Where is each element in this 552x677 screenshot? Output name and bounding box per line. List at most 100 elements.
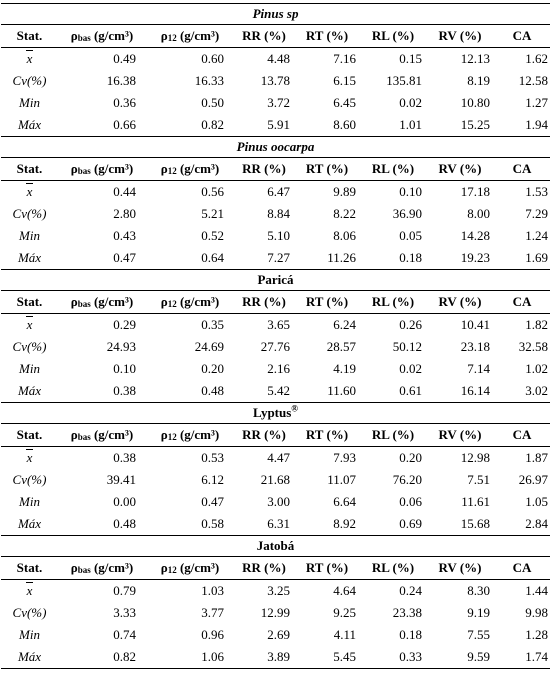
table-cell: 76.20 (392, 472, 422, 487)
section-title-row: Lyptus® (1, 402, 551, 424)
table-cell: 5.42 (267, 383, 290, 398)
table-cell: 9.89 (333, 184, 356, 199)
header-stat: Stat. (1, 24, 58, 48)
table-cell: 0.64 (201, 250, 224, 265)
table-cell: 16.14 (460, 383, 490, 398)
wood-properties-table: Pinus sp Stat. ρbas (g/cm³) ρ12 (g/cm³) RR (… (1, 3, 551, 669)
table-cell: 12.98 (460, 450, 490, 465)
table-cell: 8.30 (467, 583, 490, 598)
table-cell: 14.28 (460, 228, 490, 243)
table-cell: 6.64 (333, 494, 356, 509)
table-row-min: Min 0.00 0.47 3.00 6.64 0.06 11.61 1.05 (1, 491, 550, 513)
table-cell: 1.82 (525, 317, 549, 332)
table-cell: 3.00 (267, 494, 290, 509)
table-cell: 7.27 (267, 250, 290, 265)
section-title: Jatobá (1, 535, 551, 557)
header-ca: CA (494, 423, 551, 447)
section-title-row: Paricá (1, 269, 551, 291)
table-cell: 10.41 (460, 317, 490, 332)
registered-mark: ® (291, 403, 299, 414)
table-cell: 6.45 (333, 95, 356, 110)
table-cell: 36.90 (392, 206, 422, 221)
header-rl: RL (%) (360, 24, 426, 48)
table-cell: 0.02 (399, 95, 422, 110)
header-rt: RT (%) (294, 24, 360, 48)
table-row-max: Máx 0.47 0.64 7.27 11.26 0.18 19.23 1.69 (1, 247, 550, 270)
table-cell: 9.98 (525, 605, 549, 620)
table-row-max: Máx 0.38 0.48 5.42 11.60 0.61 16.14 3.02 (1, 380, 550, 403)
table-row-max: Máx 0.82 1.06 3.89 5.45 0.33 9.59 1.74 (1, 646, 551, 669)
header-rho-bas: ρbas (g/cm³) (58, 423, 146, 447)
table-cell: 0.44 (113, 184, 136, 199)
table-cell: 8.60 (333, 117, 356, 132)
header-stat: Stat. (1, 556, 58, 580)
table-cell: 0.02 (399, 361, 422, 376)
table-cell: 0.82 (201, 117, 224, 132)
table-cell: 0.24 (399, 583, 422, 598)
stat-label: x (1, 181, 58, 204)
table-cell: 0.69 (399, 516, 422, 531)
table-cell: 1.01 (399, 117, 422, 132)
table-cell: 6.24 (333, 317, 356, 332)
table-cell: 0.50 (201, 95, 224, 110)
header-rr: RR (%) (234, 24, 294, 48)
table-cell: 0.20 (399, 450, 422, 465)
table-cell: 3.72 (267, 95, 290, 110)
table-cell: 0.15 (399, 51, 422, 66)
section-title: Lyptus® (1, 402, 551, 424)
table-cell: 1.62 (525, 51, 549, 66)
stat-label: Cv(%) (12, 605, 47, 620)
header-rr: RR (%) (234, 290, 294, 314)
stat-label: Máx (17, 250, 42, 265)
table-cell: 50.12 (392, 339, 422, 354)
table-row-min: Min 0.36 0.50 3.72 6.45 0.02 10.80 1.27 (1, 92, 550, 114)
header-ca: CA (494, 157, 551, 181)
table-cell: 24.93 (106, 339, 136, 354)
section-title-row: Jatobá (1, 535, 551, 557)
table-cell: 0.18 (399, 250, 422, 265)
table-cell: 7.16 (333, 51, 356, 66)
table-cell: 1.05 (525, 494, 549, 509)
table-cell: 10.80 (460, 95, 490, 110)
table-cell: 24.69 (194, 339, 224, 354)
header-rt: RT (%) (294, 423, 360, 447)
stat-label: x (1, 48, 58, 71)
header-rho-bas: ρbas (g/cm³) (58, 24, 146, 48)
table-cell: 1.44 (525, 583, 549, 598)
table-cell: 9.59 (426, 646, 494, 669)
table-cell: 0.26 (399, 317, 422, 332)
table-cell: 0.49 (113, 51, 136, 66)
header-rho-bas: ρbas (g/cm³) (58, 290, 146, 314)
table-cell: 7.55 (467, 627, 490, 642)
table-cell: 8.19 (467, 73, 490, 88)
stat-label: Máx (17, 383, 42, 398)
table-cell: 0.74 (113, 627, 136, 642)
table-cell: 3.65 (267, 317, 290, 332)
header-rv: RV (%) (426, 24, 494, 48)
section-title-text: Lyptus (252, 405, 292, 420)
stat-label: Máx (1, 646, 58, 669)
table-cell: 23.18 (460, 339, 490, 354)
header-rho-12: ρ12 (g/cm³) (146, 556, 234, 580)
table-cell: 8.92 (333, 516, 356, 531)
table-cell: 135.81 (386, 73, 422, 88)
table-cell: 0.61 (399, 383, 422, 398)
header-rv: RV (%) (426, 423, 494, 447)
table-row-mean: x 0.49 0.60 4.48 7.16 0.15 12.13 1.62 (1, 48, 550, 71)
table-cell: 21.68 (260, 472, 290, 487)
table-cell: 8.22 (333, 206, 356, 221)
table-cell: 11.60 (327, 383, 356, 398)
table-cell: 7.93 (333, 450, 356, 465)
table-cell: 0.43 (113, 228, 136, 243)
table-cell: 32.58 (518, 339, 549, 354)
table-cell: 11.07 (327, 472, 356, 487)
header-rho-12: ρ12 (g/cm³) (146, 423, 234, 447)
table-cell: 3.89 (234, 646, 294, 669)
table-cell: 7.29 (525, 206, 549, 221)
table-cell: 0.33 (360, 646, 426, 669)
table-row-mean: x 0.38 0.53 4.47 7.93 0.20 12.98 1.87 (1, 447, 550, 470)
table-cell: 0.79 (113, 583, 136, 598)
table-cell: 0.29 (113, 317, 136, 332)
table-row-cv: Cv(%) 39.41 6.12 21.68 11.07 76.20 7.51 26.97 (1, 469, 550, 491)
section-title-text: Pinus sp (252, 6, 299, 21)
